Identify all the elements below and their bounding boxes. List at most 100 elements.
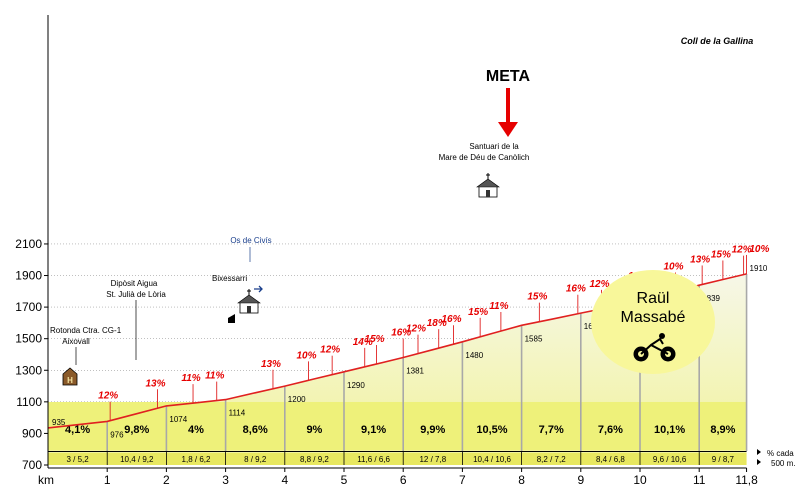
x-tick-label: 10: [633, 473, 647, 487]
steep-gradient-label: 15%: [527, 292, 547, 303]
steep-gradient-label: 12%: [406, 324, 426, 335]
steep-gradient-label: 10%: [749, 244, 769, 255]
waypoint-marker-icon: [228, 314, 235, 323]
house-icon: [62, 367, 78, 386]
place-bixessarri: Bixessarri: [212, 274, 247, 283]
place-rotonda-line1: Rotonda Ctra. CG-1: [50, 326, 122, 335]
x-axis-title: km: [38, 473, 54, 487]
x-tick-label: 11: [693, 473, 706, 487]
x-tick-label: 11,8: [735, 473, 758, 487]
y-tick-label: 900: [22, 426, 42, 440]
half-km-gradient-label: 12 / 7,8: [419, 455, 446, 464]
half-km-strip: [48, 453, 747, 465]
half-km-gradient-label: 8,4 / 6,8: [596, 455, 625, 464]
km-gradient-label: 8,6%: [243, 424, 268, 436]
steep-gradient-label: 13%: [261, 359, 281, 370]
altitude-label: 1200: [288, 395, 306, 404]
half-km-gradient-label: 3 / 5,2: [66, 455, 89, 464]
meta-arrow-icon: [498, 122, 518, 137]
steep-gradient-label: 11%: [489, 301, 508, 312]
steep-gradient-label: 13%: [146, 378, 166, 389]
y-tick-label: 1100: [16, 395, 42, 409]
steep-gradient-label: 15%: [468, 307, 488, 318]
altitude-label: 1074: [169, 415, 187, 424]
x-tick-label: 3: [222, 473, 229, 487]
half-km-gradient-label: 8,2 / 7,2: [537, 455, 566, 464]
km-gradient-label: 7,6%: [598, 424, 623, 436]
gradient-band: 4,1% 9,8% 4% 8,6% 9% 9,1% 9,9% 10,5% 7,7% 7,6% 10,…: [48, 402, 747, 465]
place-santuari-line1: Santuari de la: [469, 142, 519, 151]
altitude-label: 1290: [347, 381, 365, 390]
steep-gradient-label: 16%: [391, 327, 411, 338]
km-gradient-label: 4%: [188, 424, 204, 436]
km-gradient-label: 10,5%: [476, 424, 507, 436]
km-gradient-label: 7,7%: [539, 424, 564, 436]
credit-line1: Raül: [637, 290, 670, 307]
half-km-gradient-label: 8 / 9,2: [244, 455, 267, 464]
place-os-de-civis: Os de Civís: [230, 236, 271, 245]
altitude-label: 1585: [525, 334, 543, 343]
km-gradient-label: 10,1%: [654, 424, 685, 436]
steep-gradient-label: 15%: [711, 249, 731, 260]
x-tick-label: 1: [104, 473, 111, 487]
steep-gradient-label: 10%: [296, 350, 316, 361]
footnote-arrows: [757, 449, 761, 465]
sanctuary-icon: [476, 173, 500, 198]
x-tick-label: 2: [163, 473, 170, 487]
steep-gradient-label: 11%: [205, 371, 224, 382]
credit-line2: Massabé: [621, 309, 686, 326]
half-km-gradient-label: 9,6 / 10,6: [653, 455, 687, 464]
direction-arrow-icon: [254, 285, 263, 293]
km-gradient-label: 4,1%: [65, 424, 90, 436]
x-tick-label: 8: [518, 473, 525, 487]
y-tick-label: 700: [22, 458, 42, 472]
x-tick-label: 5: [341, 473, 348, 487]
footnote-line-1: % cada: [767, 449, 794, 458]
steep-gradient-label: 12%: [320, 345, 340, 356]
altitude-label: 1381: [406, 366, 424, 375]
altitude-label: 935: [52, 418, 66, 427]
credit-badge: [591, 270, 715, 374]
axes: 2100 1900 1700 1500 1300 1100 900 700 1 2 3 4 5 6 7 8 9 1…: [15, 15, 795, 487]
steep-gradient-label: 15%: [365, 334, 385, 345]
steep-gradient-label: 16%: [566, 284, 586, 295]
steep-gradient-label: 10%: [664, 261, 684, 272]
chapel-icon: [237, 289, 261, 314]
place-diposit-line1: Dipòsit Aigua: [111, 279, 158, 288]
house-icon-letter: H: [67, 376, 73, 385]
half-km-gradient-label: 1,8 / 6,2: [182, 455, 211, 464]
steep-gradient-label: 16%: [442, 314, 462, 325]
half-km-gradient-label: 9 / 8,7: [712, 455, 735, 464]
altitude-label: 1839: [702, 294, 720, 303]
steep-gradient-label: 18%: [427, 318, 447, 329]
half-km-gradient-label: 10,4 / 9,2: [120, 455, 154, 464]
x-tick-label: 6: [400, 473, 407, 487]
km-gradient-label: 9,1%: [361, 424, 386, 436]
place-rotonda-line2: Aixovall: [62, 337, 90, 346]
cyclist-icon: [633, 333, 676, 362]
x-tick-label: 4: [281, 473, 288, 487]
footnote-line-2: 500 m.: [771, 459, 795, 468]
y-tick-label: 1300: [15, 363, 42, 377]
place-diposit-line2: St. Julià de Lòria: [106, 290, 166, 299]
meta-label: META: [486, 68, 531, 85]
steep-gradient-label: 13%: [690, 254, 710, 265]
summit-label: Coll de la Gallina: [681, 36, 754, 46]
altitude-label: 1480: [465, 351, 483, 360]
altitude-label: 1910: [750, 264, 768, 273]
steep-gradient-label: 11%: [181, 373, 200, 384]
y-tick-label: 1500: [15, 332, 42, 346]
altitude-label: 976: [110, 430, 124, 439]
altitude-label: 1114: [229, 409, 246, 418]
place-santuari-line2: Mare de Déu de Canòlich: [439, 153, 530, 162]
km-gradient-label: 9,8%: [124, 424, 149, 436]
km-gradient-label: 9%: [306, 424, 322, 436]
x-tick-label: 9: [577, 473, 584, 487]
steep-gradient-label: 12%: [98, 391, 118, 402]
y-tick-label: 1700: [15, 300, 42, 314]
gradient-band-bg: [48, 402, 747, 450]
steep-gradient-label: 12%: [732, 245, 752, 256]
km-gradient-label: 9,9%: [420, 424, 445, 436]
km-gradient-label: 8,9%: [710, 424, 735, 436]
